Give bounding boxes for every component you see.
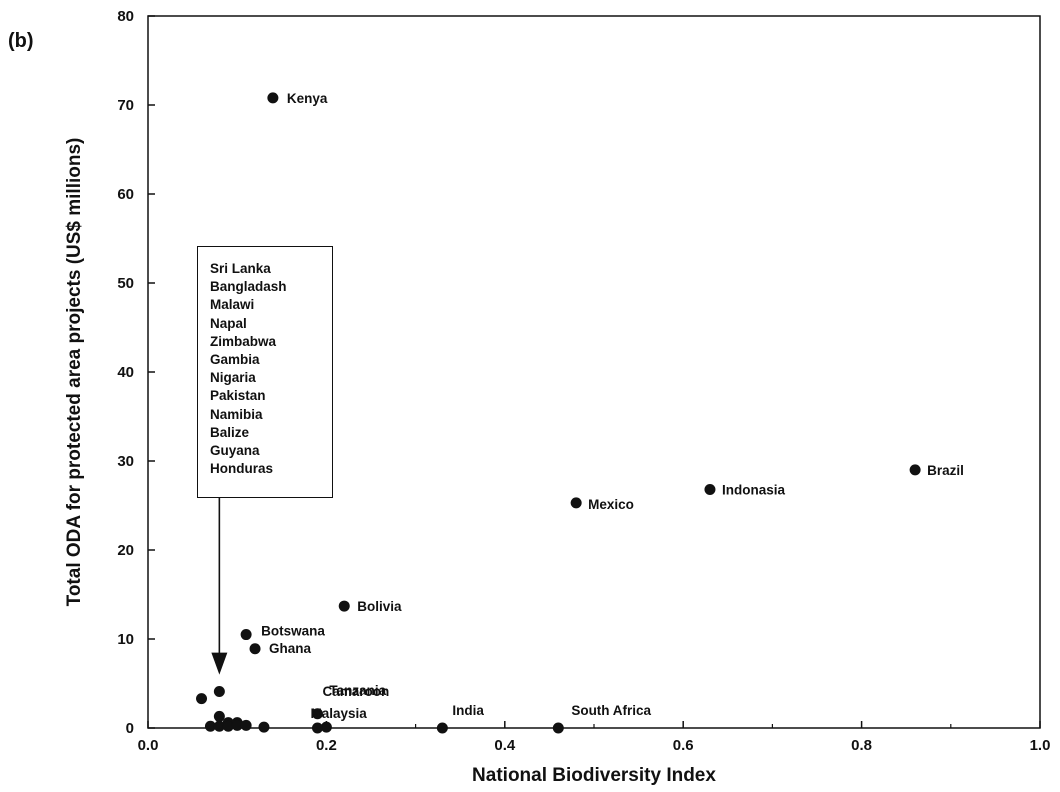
y-tick-label: 50: [117, 275, 134, 292]
data-point: [338, 600, 350, 612]
data-point: [258, 721, 270, 733]
country-list-item: Pakistan: [210, 388, 266, 404]
y-tick-label: 60: [117, 186, 134, 203]
y-tick-label: 40: [117, 364, 134, 381]
point-label: Brazil: [927, 463, 964, 478]
country-list-item: Bangladash: [210, 279, 287, 295]
data-point: [570, 497, 582, 509]
point-label: Tanzania: [329, 683, 386, 698]
point-label: India: [452, 703, 484, 718]
data-point: [196, 693, 208, 705]
x-tick-label: 0.8: [851, 737, 872, 754]
data-point: [213, 710, 225, 722]
country-list-item: Malawi: [210, 297, 255, 313]
data-point: [704, 483, 716, 495]
data-point: [213, 720, 225, 732]
data-point: [240, 719, 252, 731]
point-label: Indonasia: [722, 482, 786, 497]
country-list-item: Namibia: [210, 406, 263, 422]
data-points: Kenya Brazil Indonasia Mexico Bolivia Botswan…: [196, 91, 964, 734]
point-label: Ghana: [269, 641, 312, 656]
country-list-box: Sri Lanka Bangladash Malawi Napal Zimbab…: [197, 246, 333, 498]
point-label: Botswana: [261, 624, 325, 639]
data-point: [436, 722, 448, 734]
y-tick-label: 10: [117, 631, 134, 648]
point-label: Camaroon: [322, 684, 389, 699]
point-label: South Africa: [571, 703, 651, 718]
data-point: [267, 92, 279, 104]
country-list-item: Honduras: [210, 461, 274, 477]
country-list-item: Zimbabwa: [210, 333, 277, 349]
y-tick-label: 30: [117, 453, 134, 470]
data-point: [204, 720, 216, 732]
x-tick-label: 0.4: [494, 737, 516, 754]
data-point: [222, 720, 234, 732]
country-list-item: Balize: [210, 424, 250, 440]
data-point: [311, 722, 323, 734]
point-label: Malaysia: [310, 706, 367, 721]
point-label: Bolivia: [357, 599, 402, 614]
y-tick-label: 0: [126, 720, 134, 737]
country-list-item: Nigaria: [210, 370, 256, 386]
y-axis-title: Total ODA for protected area projects (U…: [64, 138, 85, 607]
x-tick-label: 0.2: [316, 737, 337, 754]
y-tick-label: 20: [117, 542, 134, 559]
x-tick-label: 0.6: [673, 737, 694, 754]
data-point: [249, 643, 261, 655]
country-list-item: Napal: [210, 315, 247, 331]
data-point: [311, 708, 323, 720]
x-tick-label: 0.0: [138, 737, 159, 754]
data-point: [231, 719, 243, 731]
country-list-item: Guyana: [210, 443, 260, 459]
panel-label: (b): [8, 30, 34, 52]
country-list-item: Sri Lanka: [210, 261, 271, 276]
data-point: [240, 629, 252, 641]
country-list-item: Gambia: [210, 352, 260, 368]
point-label: Mexico: [588, 497, 634, 512]
y-axis: 0 10 20 30 40 50 60 70 80: [117, 8, 155, 737]
y-tick-label: 70: [117, 97, 134, 114]
y-tick-label: 80: [117, 8, 134, 25]
arrow-head: [211, 652, 228, 675]
data-point: [213, 686, 225, 698]
x-tick-label: 1.0: [1030, 737, 1051, 754]
x-axis: 0.0 0.2 0.4 0.6 0.8 1.0: [138, 721, 1051, 754]
data-point: [909, 464, 921, 476]
data-point: [552, 722, 564, 734]
data-point: [320, 721, 332, 733]
annotation-arrow: [211, 498, 228, 675]
point-label: Kenya: [287, 91, 328, 106]
x-axis-title: National Biodiversity Index: [472, 765, 716, 786]
